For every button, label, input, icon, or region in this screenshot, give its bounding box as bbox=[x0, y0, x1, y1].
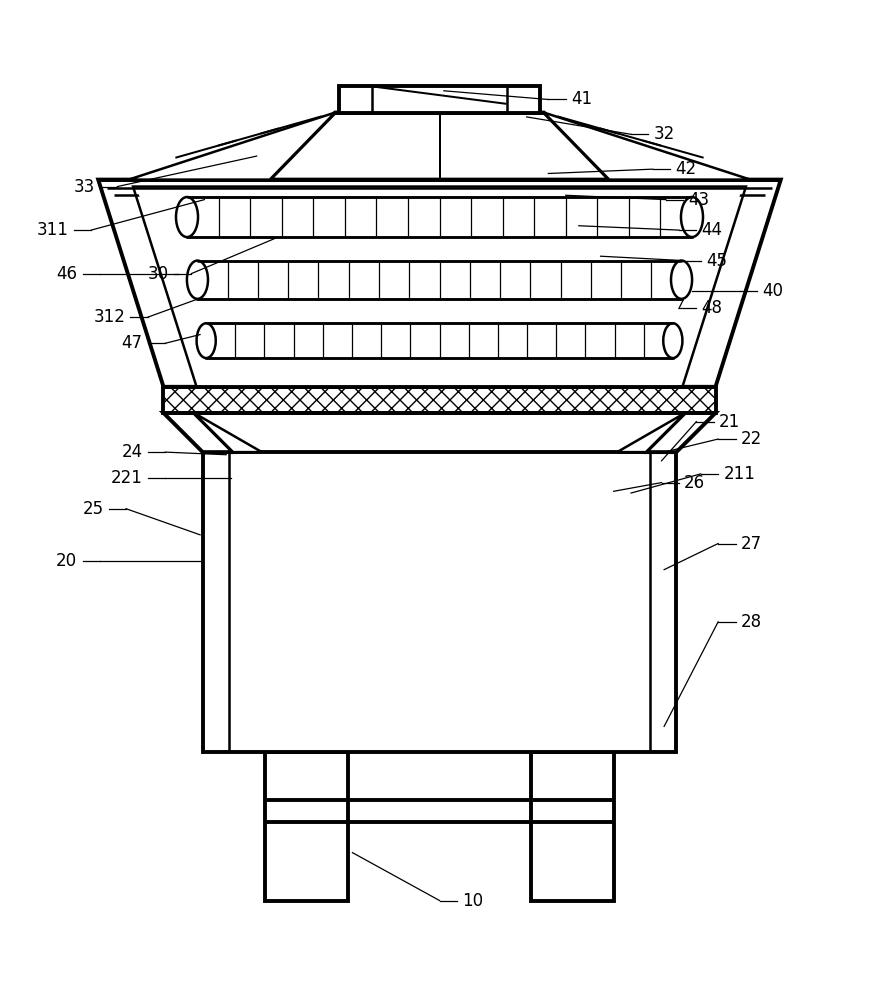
Polygon shape bbox=[203, 452, 675, 752]
Text: 32: 32 bbox=[653, 125, 674, 143]
Polygon shape bbox=[645, 413, 715, 452]
Ellipse shape bbox=[187, 261, 208, 299]
Polygon shape bbox=[163, 413, 233, 452]
Polygon shape bbox=[270, 113, 608, 180]
Polygon shape bbox=[206, 323, 672, 358]
Polygon shape bbox=[98, 113, 335, 180]
Text: 46: 46 bbox=[56, 265, 77, 283]
Text: 21: 21 bbox=[718, 413, 739, 431]
Polygon shape bbox=[163, 387, 715, 413]
Text: 44: 44 bbox=[701, 221, 722, 239]
Polygon shape bbox=[98, 180, 780, 387]
Polygon shape bbox=[616, 413, 684, 452]
Ellipse shape bbox=[197, 323, 215, 358]
Text: 25: 25 bbox=[83, 500, 104, 518]
Polygon shape bbox=[339, 86, 539, 113]
Text: 27: 27 bbox=[740, 535, 761, 553]
Text: 311: 311 bbox=[37, 221, 68, 239]
Text: 26: 26 bbox=[683, 474, 704, 492]
Polygon shape bbox=[137, 190, 741, 385]
Text: 10: 10 bbox=[462, 892, 483, 910]
Polygon shape bbox=[543, 113, 780, 180]
Polygon shape bbox=[530, 752, 613, 901]
Text: 47: 47 bbox=[121, 334, 142, 352]
Text: 43: 43 bbox=[687, 191, 709, 209]
Text: 24: 24 bbox=[121, 443, 142, 461]
Text: 30: 30 bbox=[148, 265, 169, 283]
Text: 28: 28 bbox=[740, 613, 761, 631]
Text: 312: 312 bbox=[93, 308, 125, 326]
Ellipse shape bbox=[176, 197, 198, 237]
Text: 41: 41 bbox=[571, 90, 592, 108]
Text: 40: 40 bbox=[761, 282, 782, 300]
Polygon shape bbox=[187, 197, 691, 237]
Text: 45: 45 bbox=[705, 252, 726, 270]
Text: 33: 33 bbox=[74, 178, 95, 196]
Text: 48: 48 bbox=[701, 299, 722, 317]
Ellipse shape bbox=[663, 323, 681, 358]
Polygon shape bbox=[133, 187, 745, 387]
Text: 221: 221 bbox=[111, 469, 142, 487]
Polygon shape bbox=[194, 413, 262, 452]
Text: 42: 42 bbox=[674, 160, 695, 178]
Polygon shape bbox=[198, 261, 680, 299]
Text: 20: 20 bbox=[56, 552, 77, 570]
Polygon shape bbox=[265, 752, 348, 901]
Ellipse shape bbox=[670, 261, 691, 299]
Ellipse shape bbox=[680, 197, 702, 237]
Text: 211: 211 bbox=[723, 465, 754, 483]
Text: 22: 22 bbox=[740, 430, 761, 448]
